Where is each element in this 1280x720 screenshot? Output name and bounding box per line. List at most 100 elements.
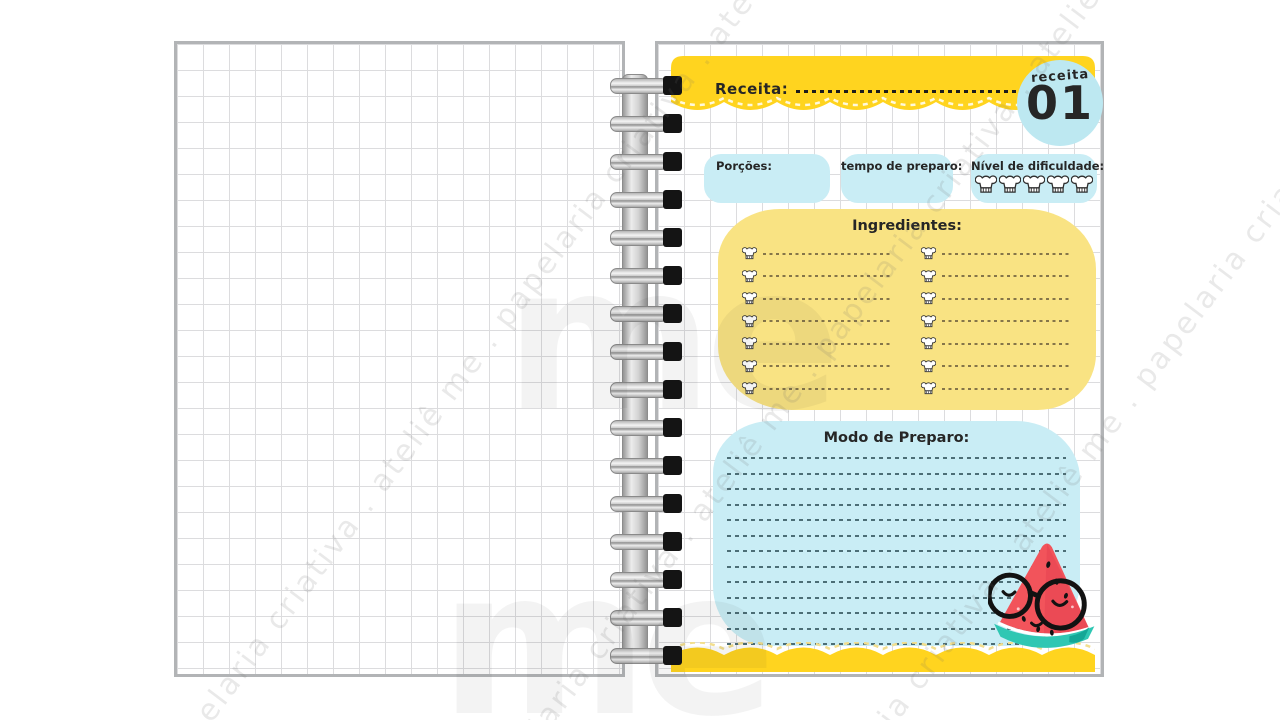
ingredient-write-line (763, 297, 893, 300)
chef-hat-icon (921, 359, 936, 372)
ingredient-write-line (763, 342, 893, 345)
spiral-ring (610, 455, 682, 475)
spiral-wire (610, 534, 668, 550)
spiral-ring (610, 75, 682, 95)
spiral-wire (610, 458, 668, 474)
recipe-page: Receita: receita 01 Porções: tempo de pr… (655, 41, 1104, 677)
chef-hat-icon (742, 314, 757, 327)
binding-hole (663, 266, 682, 285)
chef-hat-icon (975, 175, 997, 193)
chef-hat-icon (1023, 175, 1045, 193)
spiral-ring (610, 151, 682, 171)
binding-hole (663, 342, 682, 361)
ingredient-write-line (763, 387, 893, 390)
spiral-wire (610, 306, 668, 322)
chef-hat-icon (742, 382, 757, 395)
preparation-title: Modo de Preparo: (823, 430, 970, 446)
ingredient-row (742, 381, 893, 396)
portions-label: Porções: (716, 159, 772, 173)
binding-hole (663, 114, 682, 133)
portions-box: Porções: (704, 154, 830, 203)
preparation-write-line (727, 612, 1066, 614)
ingredient-row (921, 381, 1072, 396)
binding-hole (663, 380, 682, 399)
ingredient-write-line (942, 297, 1072, 300)
ingredient-row (921, 314, 1072, 329)
recipe-title-write-line (796, 90, 1065, 93)
spiral-wire (610, 268, 668, 284)
binding-hole (663, 494, 682, 513)
prep-time-box: tempo de preparo: (841, 154, 963, 203)
spiral-wire (610, 610, 668, 626)
binding-hole (663, 304, 682, 323)
spiral-ring (610, 303, 682, 323)
spiral-wire (610, 344, 668, 360)
watermelon-character (986, 538, 1108, 666)
ingredient-write-line (942, 387, 1072, 390)
spiral-rail (622, 74, 648, 662)
ingredient-row (742, 246, 893, 261)
prep-time-label: tempo de preparo: (841, 159, 963, 173)
ingredient-write-line (942, 320, 1072, 322)
chef-hat-icon (921, 337, 936, 350)
preparation-write-line (727, 627, 1066, 630)
ingredient-write-line (942, 275, 1072, 277)
preparation-write-line (727, 596, 1066, 599)
chef-hat-icon (921, 292, 936, 305)
ingredient-write-line (942, 365, 1072, 367)
spiral-wire (610, 154, 668, 170)
preparation-write-line (727, 457, 1066, 459)
badge-number: 01 (1025, 76, 1094, 130)
ingredient-write-line (763, 365, 893, 367)
preparation-write-line (727, 472, 1066, 475)
spiral-ring (610, 265, 682, 285)
footer-wave-shape (671, 642, 1095, 672)
spiral-wire (610, 192, 668, 208)
preparation-write-line (727, 550, 1066, 552)
ingredient-row (742, 336, 893, 351)
binding-hole (663, 570, 682, 589)
binding-hole (663, 152, 682, 171)
difficulty-box: Nível de dificuldade: (971, 154, 1104, 203)
spiral-ring (610, 493, 682, 513)
preparation-write-line (727, 534, 1066, 537)
ingredient-row (921, 291, 1072, 306)
ingredient-row (921, 246, 1072, 261)
difficulty-hats-row (971, 175, 1097, 194)
ingredients-title: Ingredientes: (852, 218, 962, 234)
spiral-wire (610, 230, 668, 246)
ingredient-row (742, 359, 893, 374)
ingredient-row (921, 359, 1072, 374)
recipe-label: Receita: (715, 80, 789, 98)
chef-hat-icon (921, 247, 936, 260)
binding-hole (663, 76, 682, 95)
chef-hat-icon (1047, 175, 1069, 193)
binding-hole (663, 608, 682, 627)
ingredient-write-line (763, 252, 893, 255)
binding-hole (663, 532, 682, 551)
spiral-wire (610, 116, 668, 132)
chef-hat-icon (1071, 175, 1093, 193)
ingredient-write-line (942, 252, 1072, 255)
spiral-ring (610, 531, 682, 551)
spiral-wire (610, 420, 668, 436)
chef-hat-icon (742, 359, 757, 372)
chef-hat-icon (921, 314, 936, 327)
preparation-write-line (727, 581, 1066, 583)
ingredient-row (742, 269, 893, 284)
preparation-write-line (727, 503, 1066, 506)
binding-hole (663, 228, 682, 247)
chef-hat-icon (742, 247, 757, 260)
spiral-ring (610, 113, 682, 133)
spiral-ring (610, 645, 682, 665)
binding-hole (663, 646, 682, 665)
binding-hole (663, 418, 682, 437)
ingredient-row (742, 314, 893, 329)
ingredient-write-line (763, 275, 893, 277)
spiral-ring (610, 569, 682, 589)
left-grid-page (174, 41, 625, 677)
spiral-ring (610, 341, 682, 361)
recipe-number-badge: receita 01 (1017, 60, 1103, 146)
ingredient-row (742, 291, 893, 306)
